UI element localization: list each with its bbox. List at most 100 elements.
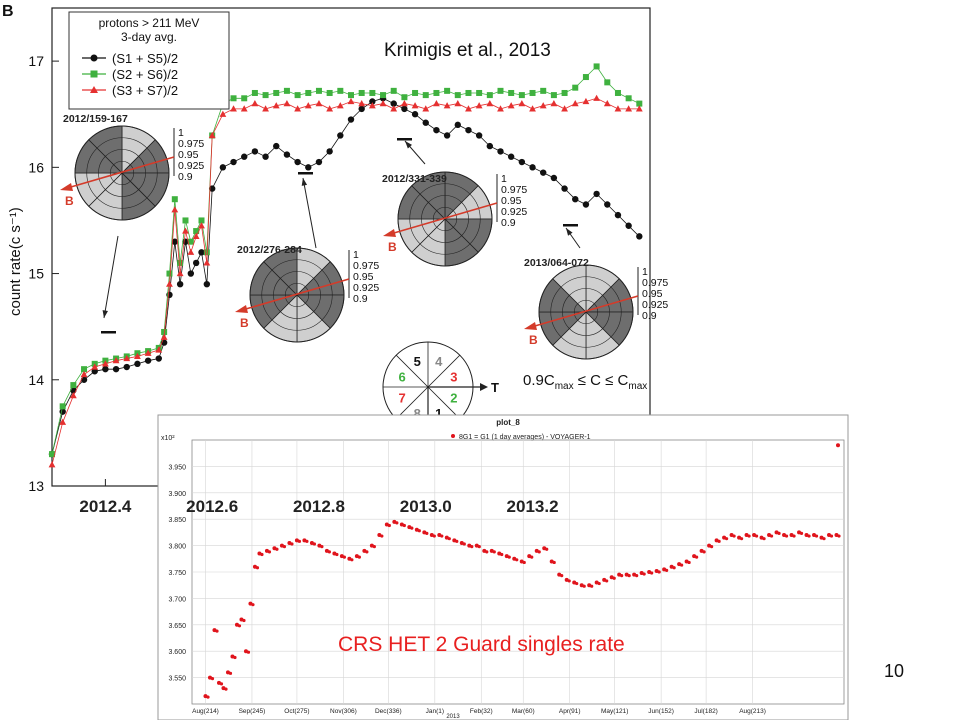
rose-scale-label: 0.975 [353,260,379,272]
key-sector-number: 3 [450,369,457,384]
legend-label: (S2 + S6)/2 [112,67,178,82]
rose-scale-label: 0.9 [178,171,193,183]
period-marker [397,138,412,141]
inset-data-point [680,563,684,567]
data-point-s15 [454,121,461,129]
data-point-s37 [411,102,419,109]
data-point-s15 [59,408,66,415]
inset-data-point [650,571,654,575]
inset-data-point [672,566,676,570]
legend-marker-circle [90,54,98,62]
data-point-s15 [155,355,162,362]
inset-data-point [242,618,246,623]
data-point-s15 [134,360,141,368]
inset-background [157,414,849,720]
key-sector-number: 8 [414,406,421,421]
data-point-s26 [476,89,483,96]
data-point-s26 [273,89,280,96]
inset-data-point [822,537,826,541]
data-point-s37 [539,102,547,109]
data-point-s15 [112,365,120,373]
inset-data-point [305,539,309,543]
top-y-tick-label: 13 [28,478,44,494]
legend-title-1: protons > 211 MeV [99,16,200,30]
inset-data-point [432,534,436,538]
inset-x-tick-label: Sep(245) [239,708,266,715]
data-point-s15 [614,211,622,219]
data-point-s37 [529,105,536,112]
data-point-s37 [315,100,323,107]
inset-data-point [560,574,564,578]
inset-y-tick-label: 3.700 [168,596,186,603]
sector-key: 54321876TR [382,341,499,465]
data-point-s37 [379,100,387,107]
data-point-s15 [144,357,152,364]
rose-scale-label: 1 [501,173,507,185]
data-point-s15 [192,259,200,267]
data-point-s15 [326,148,333,155]
inset-data-point [219,682,224,686]
inset-data-point [769,534,774,538]
inset-data-point [327,550,331,554]
data-point-s37 [326,105,334,112]
inset-data-point [380,534,384,538]
data-point-s26 [70,382,77,389]
data-point-s15 [540,169,547,176]
rose-ring [98,149,146,197]
inset-data-point [297,539,302,543]
inset-x-tick-label: Feb(32) [470,708,493,715]
inset-data-point [507,555,511,559]
inset-data-point [567,579,571,583]
data-point-s37 [550,100,558,107]
inset-data-point [627,574,631,578]
data-point-s26 [198,217,205,224]
inset-data-point [612,576,616,580]
data-point-s26 [390,87,397,94]
inset-data-point [837,534,841,538]
inset-data-point [829,534,834,538]
data-point-s37 [625,105,633,112]
data-point-s15 [582,201,590,208]
page-number: 10 [884,661,905,681]
data-point-s26 [604,79,611,86]
rose-outline [74,125,170,221]
rose-scale-label: 0.925 [501,206,527,218]
inset-y-tick-label: 3.650 [168,623,186,630]
data-point-s37 [454,100,462,107]
data-point-s15 [203,280,211,288]
data-point-s26 [614,89,621,96]
legend-label: (S3 + S7)/2 [112,83,178,98]
inset-data-point [410,526,414,530]
inset-data-point [754,534,759,538]
rose-scale-label: 1 [178,127,184,139]
rose-outline [397,171,493,267]
b-vector-line [386,202,498,236]
data-point-s26 [182,217,189,224]
inset-data-point [597,581,601,586]
data-point-s37 [635,105,643,112]
data-point-s37 [593,94,601,101]
inset-chart: plot_8 8G1 = G1 (1 day averages) - VOYAG… [157,414,849,720]
condition-label: 0.9Cmax ≤ C ≤ Cmax [523,372,647,392]
inset-data-point [500,552,504,557]
data-point-s26 [348,92,354,99]
inset-data-point [537,550,541,554]
data-point-s26 [337,87,344,94]
period-arrow [302,177,317,249]
inset-data-point [357,555,361,559]
data-point-s26 [465,89,472,96]
period-arrow [103,235,119,319]
inset-data-point [402,523,406,528]
b-vector-label: B [529,333,538,347]
data-point-s37 [283,100,291,107]
key-t-label: T [491,380,499,395]
data-point-s15 [358,105,365,113]
data-point-s26 [294,92,301,99]
inset-data-point [417,529,421,533]
data-point-s15 [273,142,280,150]
inset-y-tick-label: 3.800 [168,544,186,551]
inset-data-point [224,687,228,691]
data-point-s26 [171,196,178,203]
